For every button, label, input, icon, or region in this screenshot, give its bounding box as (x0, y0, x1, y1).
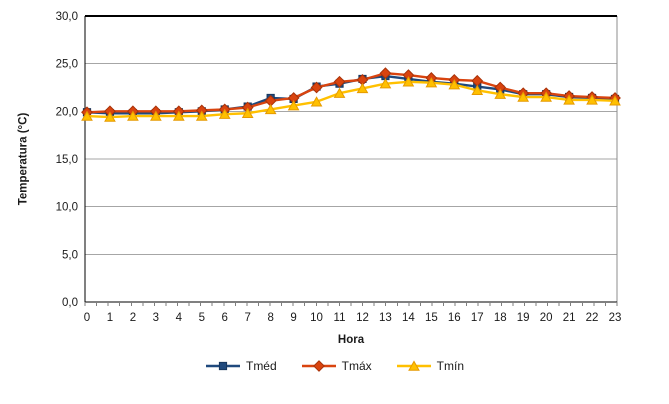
marker-tmín (104, 111, 116, 122)
marker-tmín (609, 95, 621, 106)
x-tick-label: 20 (540, 312, 553, 324)
legend: Tméd Tmáx Tmín (0, 355, 669, 377)
marker-tmín (471, 84, 484, 96)
marker-tmín (448, 79, 461, 90)
x-tick-label: 13 (379, 312, 392, 324)
marker-tmín (264, 103, 277, 115)
marker-tmín (517, 91, 530, 102)
y-tick-label: 0,0 (62, 297, 78, 309)
series-line-tmáx (85, 71, 617, 114)
marker-tmín (402, 76, 415, 87)
marker-tmín (494, 88, 507, 99)
y-tick-label: 10,0 (56, 202, 78, 214)
legend-label-tmed: Tméd (245, 359, 277, 373)
x-tick-label: 16 (448, 312, 461, 324)
x-tick-label: 14 (402, 312, 415, 324)
x-tick-label: 18 (494, 312, 507, 324)
marker-tmín (563, 94, 575, 105)
marker-tmín (241, 107, 254, 118)
marker-tmín (310, 96, 323, 107)
marker-tmín (425, 77, 438, 88)
marker-tmín (127, 110, 139, 121)
x-tick-label: 0 (84, 312, 90, 324)
y-tick-label: 20,0 (56, 106, 78, 118)
y-tick-label: 15,0 (56, 154, 78, 166)
y-tick-label: 5,0 (62, 249, 78, 261)
legend-marker (312, 360, 325, 372)
legend-item-tmed: Tméd (205, 359, 277, 373)
square-marker-icon (205, 361, 240, 371)
legend-marker (407, 360, 420, 371)
triangle-marker-icon (396, 360, 431, 371)
marker-tmín (150, 110, 162, 121)
x-axis-title: Hora (337, 334, 365, 346)
legend-item-tmin: Tmín (396, 359, 464, 373)
y-axis-title: Temperatura (°C) (6, 16, 40, 302)
x-tick-label: 19 (517, 312, 530, 324)
x-tick-label: 22 (586, 312, 599, 324)
x-tick-label: 15 (425, 312, 438, 324)
x-tick-label: 21 (563, 312, 576, 324)
legend-label-tmin: Tmín (436, 359, 465, 373)
series-line-tmín (85, 80, 617, 119)
y-tick-label: 25,0 (56, 59, 78, 71)
marker-tmín (333, 87, 346, 98)
marker-tmín (379, 78, 392, 89)
legend-label-tmax: Tmáx (341, 359, 372, 373)
marker-tmín (81, 110, 93, 121)
x-tick-label: 1 (107, 312, 113, 324)
marker-tmáx (333, 75, 346, 88)
x-tick-label: 3 (153, 312, 159, 324)
x-tick-label: 4 (176, 312, 183, 324)
x-tick-label: 2 (130, 312, 136, 324)
x-tick-label: 17 (471, 312, 484, 324)
legend-item-tmax: Tmáx (301, 359, 372, 373)
x-tick-label: 11 (334, 312, 346, 324)
marker-tmín (356, 82, 369, 94)
marker-tmín (540, 91, 552, 102)
x-tick-label: 23 (609, 312, 622, 324)
x-tick-label: 10 (310, 312, 323, 324)
x-tick-label: 5 (199, 312, 205, 324)
legend-marker (218, 361, 228, 371)
x-tick-label: 9 (290, 312, 296, 324)
marker-tmáx (310, 81, 323, 94)
marker-tmín (172, 110, 185, 121)
marker-tmín (218, 108, 231, 119)
x-tick-label: 6 (222, 312, 228, 324)
marker-tmín (287, 100, 300, 111)
y-axis-title-text: Temperatura (°C) (17, 112, 30, 206)
x-tick-label: 8 (267, 312, 273, 324)
x-tick-label: 7 (244, 312, 250, 324)
y-tick-label: 30,0 (56, 11, 78, 23)
diamond-marker-icon (301, 360, 336, 372)
x-tick-label: 12 (356, 312, 369, 324)
marker-tmín (586, 94, 598, 105)
marker-tmín (195, 110, 208, 121)
